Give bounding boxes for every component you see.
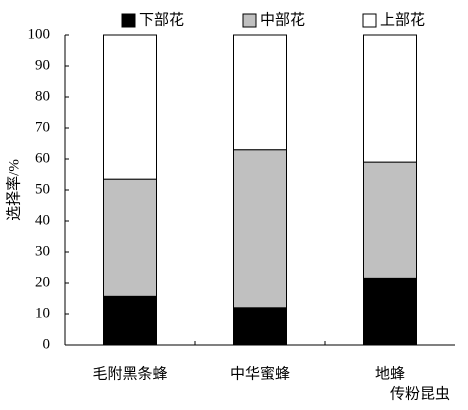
bar-segment xyxy=(103,178,157,297)
y-tick-label: 30 xyxy=(35,243,50,259)
y-tick-label: 80 xyxy=(35,88,50,104)
bar-segment xyxy=(233,34,287,151)
bar-segment xyxy=(103,34,157,180)
y-tick-label: 40 xyxy=(35,212,50,228)
legend-label: 上部花 xyxy=(380,11,425,28)
y-tick-label: 100 xyxy=(28,26,51,42)
x-tick-label: 地蜂 xyxy=(375,365,405,382)
legend-swatch xyxy=(362,13,377,28)
x-tick-label: 中华蜜蜂 xyxy=(230,365,290,382)
y-tick-label: 60 xyxy=(35,150,50,166)
y-tick-label: 0 xyxy=(43,336,51,352)
y-tick-label: 50 xyxy=(35,181,50,197)
legend-label: 下部花 xyxy=(139,11,184,28)
bar-segment xyxy=(103,295,157,346)
legend-swatch xyxy=(242,13,257,28)
bar-segment xyxy=(363,34,417,163)
bar-segment xyxy=(363,277,417,346)
bar-segment xyxy=(363,161,417,279)
bar-segment xyxy=(233,307,287,346)
x-axis-label: 传粉昆虫 xyxy=(390,385,450,402)
y-tick-label: 20 xyxy=(35,274,50,290)
y-tick-label: 90 xyxy=(35,57,50,73)
y-axis-label: 选择率/% xyxy=(5,159,22,221)
legend-swatch xyxy=(121,13,136,28)
x-tick-label: 毛附黑条蜂 xyxy=(92,365,167,382)
bar-segment xyxy=(233,149,287,309)
legend-label: 中部花 xyxy=(260,11,305,28)
y-tick-label: 10 xyxy=(35,305,50,321)
y-tick-label: 70 xyxy=(35,119,50,135)
